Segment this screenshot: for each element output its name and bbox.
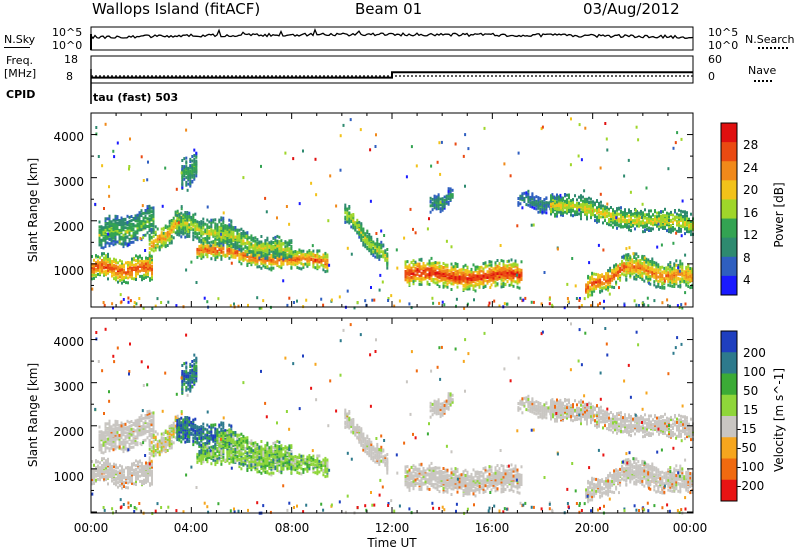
date-label: 03/Aug/2012 — [583, 0, 680, 18]
noise-sky-trace — [90, 27, 694, 40]
vel-cbar-tick-m100: -100 — [737, 460, 764, 474]
power-cbar-tick-28: 28 — [743, 138, 758, 152]
nave-tick-0: 0 — [708, 70, 715, 83]
power-cbar-tick-12: 12 — [743, 228, 758, 242]
velocity-colorbar — [720, 330, 738, 502]
power-cbar-tick-24: 24 — [743, 161, 758, 175]
power-ylabel: Slant Range [km] — [26, 158, 40, 262]
nsearch-label: N.Search — [745, 33, 795, 46]
nave-dotted-key — [754, 80, 772, 82]
xtick-0800: 08:00 — [275, 521, 310, 535]
vel-ytick-3000: 3000 — [53, 380, 84, 394]
x-axis-title: Time UT — [366, 536, 417, 550]
vel-cbar-tick-50: 50 — [743, 384, 758, 398]
chart-title: Wallops Island (fitACF) — [92, 0, 261, 18]
vel-ytick-4000: 4000 — [53, 335, 84, 349]
power-ytick-4000: 4000 — [53, 130, 84, 144]
velocity-ylabel: Slant Range [km] — [26, 363, 40, 467]
velocity-cbar-label: Velocity [m s^-1] — [772, 368, 786, 472]
beam-label: Beam 01 — [355, 0, 423, 18]
nave-tick-60: 60 — [708, 53, 722, 66]
power-cbar-tick-20: 20 — [743, 183, 758, 197]
velocity-heatmap — [91, 322, 694, 515]
vel-cbar-tick-100: 100 — [743, 365, 766, 379]
nsky-underline — [4, 47, 30, 48]
power-cbar-tick-8: 8 — [743, 251, 751, 265]
noise-tick-top: 10^5 — [52, 26, 83, 39]
power-cbar-label: Power [dB] — [772, 182, 786, 247]
vel-cbar-tick-m200: -200 — [737, 479, 764, 493]
xtick-2400: 00:00 — [673, 521, 708, 535]
power-heatmap — [91, 117, 694, 310]
vel-ytick-2000: 2000 — [53, 425, 84, 439]
nave-label: Nave — [748, 64, 777, 77]
xtick-0400: 04:00 — [174, 521, 209, 535]
freq-trace — [91, 71, 693, 79]
nsearch-dotted-key — [758, 47, 788, 49]
power-colorbar — [720, 122, 738, 296]
nsky-label: N.Sky — [4, 33, 36, 46]
xtick-1600: 16:00 — [475, 521, 510, 535]
freq-tick-8: 8 — [66, 70, 73, 83]
vel-cbar-tick-m15: -15 — [737, 422, 757, 436]
noise-panel-frame — [90, 26, 694, 51]
freq-label: Freq. — [6, 54, 34, 67]
vel-ytick-1000: 1000 — [53, 470, 84, 484]
freq-panel-frame — [90, 55, 694, 84]
cpid-label: CPID — [6, 88, 36, 101]
freq-tick-18: 18 — [64, 53, 78, 66]
noise-right-tick-top: 10^5 — [708, 26, 739, 39]
vel-cbar-tick-m50: -50 — [737, 441, 757, 455]
power-ytick-3000: 3000 — [53, 175, 84, 189]
noise-tick-bottom: 10^0 — [52, 39, 83, 52]
vel-cbar-tick-200: 200 — [743, 346, 766, 360]
freq-units-label: [MHz] — [4, 67, 37, 80]
cpid-text: tau (fast) 503 — [93, 91, 179, 104]
power-cbar-tick-16: 16 — [743, 206, 758, 220]
xtick-2000: 20:00 — [575, 521, 610, 535]
vel-cbar-tick-15: 15 — [743, 403, 758, 417]
xtick-0000: 00:00 — [74, 521, 109, 535]
power-ytick-2000: 2000 — [53, 220, 84, 234]
power-cbar-tick-4: 4 — [743, 273, 751, 287]
power-ytick-1000: 1000 — [53, 264, 84, 278]
xtick-1200: 12:00 — [375, 521, 410, 535]
noise-right-tick-bottom: 10^0 — [708, 39, 739, 52]
